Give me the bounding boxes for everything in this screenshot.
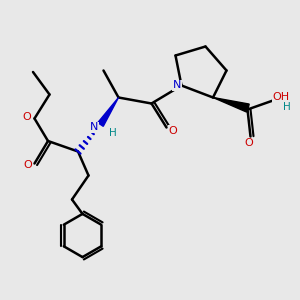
Text: OH: OH xyxy=(272,92,290,103)
Text: O: O xyxy=(23,160,32,170)
Text: O: O xyxy=(244,138,253,148)
Polygon shape xyxy=(213,98,249,108)
Text: H: H xyxy=(109,128,117,138)
Text: N: N xyxy=(173,80,181,91)
Polygon shape xyxy=(213,98,248,112)
Text: O: O xyxy=(22,112,31,122)
Polygon shape xyxy=(98,98,118,126)
Text: N: N xyxy=(90,122,98,133)
Text: O: O xyxy=(169,125,178,136)
Text: H: H xyxy=(283,101,290,112)
